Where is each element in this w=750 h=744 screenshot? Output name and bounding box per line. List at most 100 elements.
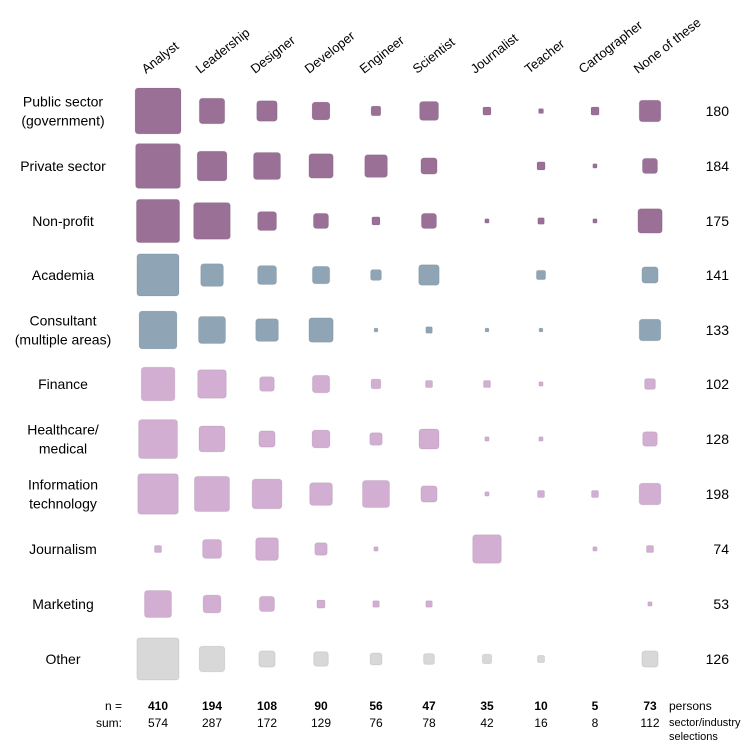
cell-finance-teacher (538, 381, 544, 387)
cell-journalism-leadership (202, 539, 223, 559)
cell-private-sector-engineer (364, 154, 388, 178)
column-label-leadership: Leadership (193, 25, 253, 76)
cell-healthcare-medical-leadership (198, 425, 226, 453)
cell-private-sector-scientist (420, 157, 438, 175)
chart-footer: n = sum: persons sector/industry selecti… (96, 699, 741, 743)
cell-marketing-engineer (372, 600, 380, 608)
row-label-finance: Finance (38, 376, 88, 392)
sum-value-engineer: 76 (369, 716, 383, 730)
sum-value-analyst: 574 (148, 716, 168, 730)
cell-consultant-multiple-areas-scientist (425, 326, 433, 334)
cell-consultant-multiple-areas-analyst (138, 310, 178, 350)
row-total: 184 (706, 158, 730, 174)
cell-private-sector-cartographer (592, 163, 598, 169)
sum-value-teacher: 16 (534, 716, 548, 730)
row-label-line: (government) (21, 113, 104, 129)
n-value-scientist: 47 (422, 699, 436, 713)
row-label-line: technology (29, 496, 97, 512)
cell-other-developer (313, 651, 329, 667)
cell-academia-analyst (136, 253, 180, 297)
column-label-engineer: Engineer (357, 32, 408, 76)
cell-private-sector-analyst (135, 143, 181, 189)
row-label-private-sector: Private sector (20, 158, 106, 174)
cell-healthcare-medical-developer (311, 429, 331, 449)
row-label-journalism: Journalism (29, 541, 97, 557)
cell-private-sector-teacher (536, 161, 546, 171)
cell-private-sector-none-of-these (641, 157, 659, 174)
sum-unit-line-1: sector/industry (669, 717, 741, 729)
cell-healthcare-medical-designer (258, 430, 276, 448)
cell-finance-leadership (197, 369, 227, 399)
cell-healthcare-medical-analyst (138, 419, 179, 460)
row-total: 133 (706, 322, 730, 338)
column-label-developer: Developer (302, 28, 358, 77)
cell-journalism-none-of-these (646, 545, 654, 553)
cell-information-technology-leadership (193, 475, 230, 512)
cell-information-technology-none-of-these (638, 482, 662, 506)
sum-value-scientist: 78 (422, 716, 436, 730)
row-label-line: medical (39, 441, 87, 457)
row-total: 180 (706, 103, 730, 119)
cell-information-technology-journalist (484, 491, 490, 497)
cell-non-profit-none-of-these (637, 208, 663, 234)
column-label-teacher: Teacher (522, 36, 568, 77)
cell-journalism-analyst (154, 545, 162, 553)
cell-private-sector-leadership (196, 150, 228, 182)
row-total: 175 (706, 213, 730, 229)
sum-value-developer: 129 (311, 716, 331, 730)
n-value-engineer: 56 (369, 699, 383, 713)
row-label-line: Information (28, 477, 98, 493)
row-label-line: (multiple areas) (15, 332, 111, 348)
cell-finance-journalist (483, 380, 491, 388)
cell-finance-engineer (370, 378, 382, 390)
row-label-marketing: Marketing (32, 596, 93, 612)
cell-finance-scientist (425, 380, 433, 388)
cell-academia-scientist (418, 264, 440, 286)
cell-journalism-engineer (373, 546, 379, 552)
cell-marketing-leadership (202, 594, 222, 614)
n-value-developer: 90 (314, 699, 328, 713)
cell-public-sector-government-leadership (198, 97, 226, 125)
cell-healthcare-medical-none-of-these (642, 431, 658, 447)
cell-other-leadership (198, 645, 226, 673)
row-label-line: Marketing (32, 596, 93, 612)
n-value-leadership: 194 (202, 699, 222, 713)
cell-academia-designer (257, 265, 278, 286)
cell-non-profit-designer (257, 211, 278, 232)
cell-public-sector-government-designer (256, 100, 278, 122)
cell-consultant-multiple-areas-teacher (538, 327, 544, 333)
cell-information-technology-designer (251, 478, 283, 510)
row-total: 126 (706, 651, 730, 667)
cell-non-profit-scientist (420, 212, 437, 229)
cell-healthcare-medical-scientist (418, 428, 440, 450)
cell-marketing-designer (258, 595, 275, 613)
row-label-other: Other (45, 651, 80, 667)
cell-journalism-designer (255, 537, 279, 561)
cell-consultant-multiple-areas-developer (308, 317, 334, 343)
cell-information-technology-scientist (420, 485, 438, 503)
n-value-analyst: 410 (148, 699, 168, 713)
n-unit: persons (669, 699, 712, 713)
cell-marketing-analyst (144, 590, 172, 618)
cell-non-profit-journalist (484, 218, 490, 224)
row-label-healthcare-medical: Healthcare/medical (27, 422, 99, 457)
cell-non-profit-analyst (135, 198, 181, 244)
row-label-line: Journalism (29, 541, 97, 557)
cell-consultant-multiple-areas-journalist (484, 327, 490, 333)
cell-healthcare-medical-journalist (484, 436, 490, 442)
row-label-line: Non-profit (32, 213, 94, 229)
n-value-journalist: 35 (480, 699, 494, 713)
cell-journalism-cartographer (592, 546, 598, 552)
n-value-none-of-these: 73 (643, 699, 657, 713)
n-value-cartographer: 5 (592, 699, 599, 713)
sum-value-cartographer: 8 (592, 716, 599, 730)
row-label-line: Private sector (20, 158, 106, 174)
cell-other-journalist (481, 653, 493, 665)
cell-finance-developer (311, 374, 331, 394)
sum-value-journalist: 42 (480, 716, 494, 730)
cell-public-sector-government-engineer (370, 105, 382, 117)
cell-finance-none-of-these (644, 378, 656, 390)
cell-public-sector-government-developer (311, 101, 331, 121)
